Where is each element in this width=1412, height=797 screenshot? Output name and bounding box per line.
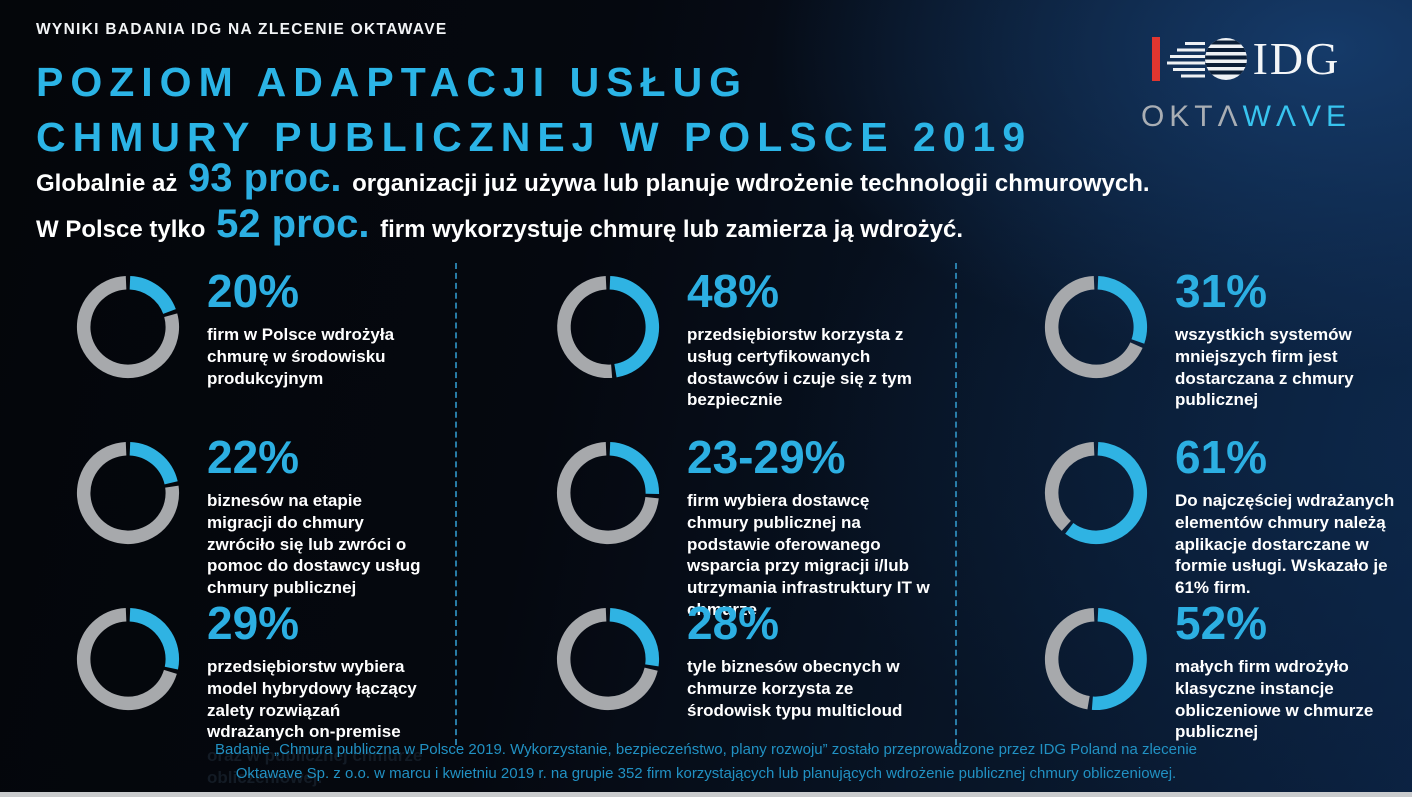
- intro: Globalnie aż 93 proc. organizacji już uż…: [36, 156, 1150, 248]
- page-title-line2: CHMURY PUBLICZNEJ W POLSCE 2019: [36, 113, 1033, 160]
- stat-description: firm wybiera dostawcę chmury publicznej …: [687, 491, 930, 619]
- page-title-line1: POZIOM ADAPTACJI USŁUG: [36, 59, 749, 105]
- stat-ghost-text: oraz w publicznej chmurze obliczeniowej.: [207, 746, 423, 787]
- donut-chart: [75, 606, 181, 712]
- intro-2-highlight: 52 proc.: [216, 202, 370, 246]
- idg-logo: IDG: [1151, 33, 1341, 84]
- stat-percent: 29%: [207, 597, 300, 649]
- stat-description: firm w Polsce wdrożyła chmurę w środowis…: [207, 325, 395, 388]
- stat-description: biznesów na etapie migracji do chmury zw…: [207, 491, 421, 597]
- stat-text: 20% firm w Polsce wdrożyła chmurę w środ…: [207, 268, 425, 389]
- stat-percent: 61%: [1175, 431, 1268, 483]
- oktawave-part2: WΛVE: [1242, 100, 1352, 133]
- oktawave-part1: OKTΛ: [1140, 100, 1243, 133]
- footer-note: Badanie „Chmura publiczna w Polsce 2019.…: [0, 738, 1412, 786]
- stat-percent: 31%: [1175, 265, 1268, 317]
- stat-percent: 52%: [1175, 597, 1268, 649]
- stat-card: 23-29% firm wybiera dostawcę chmury publ…: [455, 434, 955, 619]
- stat-percent: 48%: [687, 265, 780, 317]
- stat-text: 29% przedsiębiorstw wybiera model hybryd…: [207, 600, 425, 789]
- bottom-bar: [0, 792, 1412, 797]
- stat-text: 31% wszystkich systemów mniejszych firm …: [1175, 268, 1401, 411]
- stat-description: przedsiębiorstw wybiera model hybrydowy …: [207, 657, 417, 742]
- idg-redbar-icon: [1151, 37, 1160, 81]
- donut-chart: [75, 440, 181, 546]
- footer-line-2: Oktawave Sp. z o.o. w marcu i kwietniu 2…: [235, 765, 1177, 782]
- column-divider: [455, 263, 457, 745]
- intro-line-1: Globalnie aż 93 proc. organizacji już uż…: [36, 156, 1150, 201]
- stat-description: wszystkich systemów mniejszych firm jest…: [1175, 325, 1354, 410]
- idg-globe-icon: [1166, 38, 1247, 80]
- stat-text: 22% biznesów na etapie migracji do chmur…: [207, 434, 425, 599]
- stat-text: 28% tyle biznesów obecnych w chmurze kor…: [687, 600, 935, 721]
- header: WYNIKI BADANIA IDG NA ZLECENIE OKTAWAVE …: [36, 21, 1032, 164]
- stat-card: 22% biznesów na etapie migracji do chmur…: [75, 434, 455, 600]
- intro-1-suffix: organizacji już używa lub planuje wdroże…: [345, 170, 1150, 197]
- stat-percent: 22%: [207, 431, 300, 483]
- donut-chart: [1043, 606, 1149, 712]
- footer-line-1: Badanie „Chmura publiczna w Polsce 2019.…: [214, 741, 1198, 758]
- stat-percent: 20%: [207, 265, 300, 317]
- stat-text: 48% przedsiębiorstw korzysta z usług cer…: [687, 268, 935, 411]
- stat-card: 20% firm w Polsce wdrożyła chmurę w środ…: [75, 268, 455, 434]
- donut-chart: [555, 440, 661, 546]
- page-title: POZIOM ADAPTACJI USŁUG CHMURY PUBLICZNEJ…: [36, 55, 1032, 164]
- stat-percent: 28%: [687, 597, 780, 649]
- intro-line-2: W Polsce tylko 52 proc. firm wykorzystuj…: [36, 202, 1150, 247]
- donut-chart: [1043, 440, 1149, 546]
- intro-2-prefix: W Polsce tylko: [36, 216, 213, 243]
- stat-description: Do najczęściej wdrażanych elementów chmu…: [1175, 491, 1395, 597]
- stat-card: 48% przedsiębiorstw korzysta z usług cer…: [455, 268, 955, 434]
- stat-text: 23-29% firm wybiera dostawcę chmury publ…: [687, 434, 935, 621]
- stat-text: 52% małych firm wdrożyło klasyczne insta…: [1175, 600, 1401, 743]
- idg-wordmark: IDG: [1252, 33, 1341, 84]
- stat-text: 61% Do najczęściej wdrażanych elementów …: [1175, 434, 1401, 599]
- oktawave-wordmark: OKTΛWΛVE: [1141, 102, 1351, 132]
- donut-chart: [555, 606, 661, 712]
- stat-card: 61% Do najczęściej wdrażanych elementów …: [955, 434, 1412, 600]
- stat-description: tyle biznesów obecnych w chmurze korzyst…: [687, 657, 903, 720]
- stat-description: przedsiębiorstw korzysta z usług certyfi…: [687, 325, 912, 410]
- intro-1-prefix: Globalnie aż: [36, 170, 185, 197]
- intro-2-suffix: firm wykorzystuje chmurę lub zamierza ją…: [373, 216, 963, 243]
- logo-area: IDG OKTΛWΛVE: [1136, 36, 1356, 132]
- stat-card: 52% małych firm wdrożyło klasyczne insta…: [955, 600, 1412, 766]
- stat-card: 28% tyle biznesów obecnych w chmurze kor…: [455, 600, 955, 766]
- donut-chart: [1043, 274, 1149, 380]
- donut-chart: [75, 274, 181, 380]
- column-divider: [955, 263, 957, 745]
- stat-percent: 23-29%: [687, 431, 846, 483]
- stats-grid: 20% firm w Polsce wdrożyła chmurę w środ…: [75, 268, 1412, 787]
- donut-chart: [555, 274, 661, 380]
- intro-1-highlight: 93 proc.: [188, 156, 342, 200]
- stat-description: małych firm wdrożyło klasyczne instancje…: [1175, 657, 1374, 742]
- stat-card: 29% przedsiębiorstw wybiera model hybryd…: [75, 600, 455, 787]
- stat-card: 31% wszystkich systemów mniejszych firm …: [955, 268, 1412, 434]
- eyebrow-text: WYNIKI BADANIA IDG NA ZLECENIE OKTAWAVE: [36, 21, 448, 38]
